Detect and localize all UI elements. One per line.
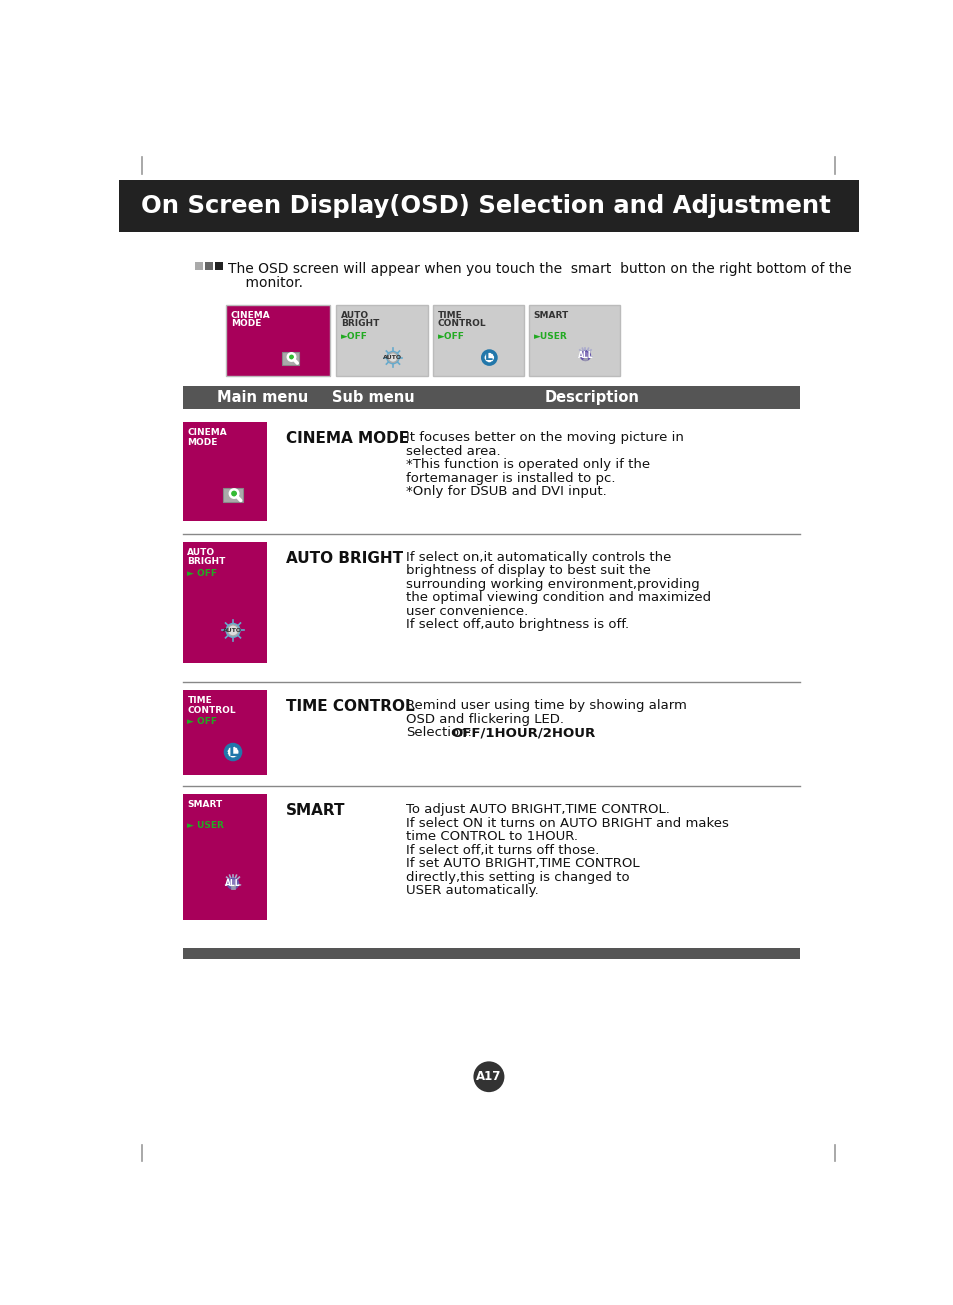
Bar xyxy=(226,305,330,376)
Text: MODE: MODE xyxy=(231,318,261,328)
Text: ►OFF: ►OFF xyxy=(340,333,368,341)
Circle shape xyxy=(483,352,495,363)
Bar xyxy=(215,262,223,270)
Text: TIME: TIME xyxy=(437,311,462,320)
Text: If select off,auto brightness is off.: If select off,auto brightness is off. xyxy=(406,619,628,632)
Text: OFF/1HOUR/2HOUR: OFF/1HOUR/2HOUR xyxy=(451,727,595,740)
Text: TIME: TIME xyxy=(187,697,212,706)
Bar xyxy=(223,488,243,502)
Text: If select off,it turns off those.: If select off,it turns off those. xyxy=(406,844,598,857)
Text: It focuses better on the moving picture in: It focuses better on the moving picture … xyxy=(406,432,683,445)
Text: Remind user using time by showing alarm: Remind user using time by showing alarm xyxy=(406,699,686,713)
Text: MODE: MODE xyxy=(187,437,217,446)
Text: ►OFF: ►OFF xyxy=(437,333,464,341)
Bar xyxy=(195,262,203,270)
Text: If select on,it automatically controls the: If select on,it automatically controls t… xyxy=(406,551,671,564)
Text: AUTO: AUTO xyxy=(187,548,215,557)
Text: ► OFF: ► OFF xyxy=(187,718,217,726)
Text: ►USER: ►USER xyxy=(534,333,567,341)
Text: *This function is operated only if the: *This function is operated only if the xyxy=(406,458,649,471)
Circle shape xyxy=(388,352,397,363)
Circle shape xyxy=(227,746,239,758)
Text: OSD and flickering LED.: OSD and flickering LED. xyxy=(406,713,563,726)
Circle shape xyxy=(482,351,496,364)
Text: To adjust AUTO BRIGHT,TIME CONTROL.: To adjust AUTO BRIGHT,TIME CONTROL. xyxy=(406,804,669,817)
Text: CINEMA MODE: CINEMA MODE xyxy=(286,432,409,446)
Bar xyxy=(281,352,299,364)
Text: AUTO: AUTO xyxy=(340,311,369,320)
Text: BRIGHT: BRIGHT xyxy=(340,318,379,328)
Text: On Screen Display(OSD) Selection and Adjustment: On Screen Display(OSD) Selection and Adj… xyxy=(141,194,830,218)
Text: TIME CONTROL: TIME CONTROL xyxy=(286,699,414,714)
Bar xyxy=(529,305,619,376)
Text: CONTROL: CONTROL xyxy=(187,706,235,715)
Bar xyxy=(183,542,266,663)
Text: user convenience.: user convenience. xyxy=(406,604,528,617)
Text: time CONTROL to 1HOUR.: time CONTROL to 1HOUR. xyxy=(406,830,578,843)
Text: CINEMA: CINEMA xyxy=(231,311,271,320)
Text: Description: Description xyxy=(544,390,639,405)
Text: brightness of display to best suit the: brightness of display to best suit the xyxy=(406,564,650,577)
Circle shape xyxy=(228,878,238,889)
Text: surrounding working environment,providing: surrounding working environment,providin… xyxy=(406,578,699,591)
Text: monitor.: monitor. xyxy=(228,275,302,290)
Text: SMART: SMART xyxy=(286,804,345,818)
Bar xyxy=(183,423,266,521)
Text: ► USER: ► USER xyxy=(187,821,224,830)
Text: CINEMA: CINEMA xyxy=(187,428,227,437)
Circle shape xyxy=(227,625,238,636)
Text: If select ON it turns on AUTO BRIGHT and makes: If select ON it turns on AUTO BRIGHT and… xyxy=(406,817,728,830)
Circle shape xyxy=(580,351,590,360)
Text: L: L xyxy=(228,744,237,760)
Circle shape xyxy=(473,1061,504,1092)
Bar xyxy=(183,690,266,775)
Text: AUTO BRIGHT: AUTO BRIGHT xyxy=(286,551,402,566)
Text: USER automatically.: USER automatically. xyxy=(406,885,538,898)
Bar xyxy=(183,386,799,410)
Text: Selection:: Selection: xyxy=(406,727,472,740)
Text: SMART: SMART xyxy=(534,311,569,320)
Bar xyxy=(183,949,799,959)
Bar xyxy=(433,305,523,376)
Text: CONTROL: CONTROL xyxy=(437,318,486,328)
Text: L: L xyxy=(485,351,493,364)
Text: SMART: SMART xyxy=(187,800,222,809)
Text: fortemanager is installed to pc.: fortemanager is installed to pc. xyxy=(406,472,615,485)
Text: Sub menu: Sub menu xyxy=(332,390,415,405)
Text: If set AUTO BRIGHT,TIME CONTROL: If set AUTO BRIGHT,TIME CONTROL xyxy=(406,857,639,870)
Text: ► OFF: ► OFF xyxy=(187,569,217,578)
Text: directly,this setting is changed to: directly,this setting is changed to xyxy=(406,870,629,883)
Text: A17: A17 xyxy=(476,1070,501,1083)
Text: *Only for DSUB and DVI input.: *Only for DSUB and DVI input. xyxy=(406,485,606,499)
Text: ALL: ALL xyxy=(225,880,240,887)
Bar xyxy=(205,262,213,270)
Text: the optimal viewing condition and maximized: the optimal viewing condition and maximi… xyxy=(406,591,710,604)
Text: Main menu: Main menu xyxy=(216,390,308,405)
Text: AUTO: AUTO xyxy=(383,355,402,360)
Text: BRIGHT: BRIGHT xyxy=(187,557,226,566)
Text: The OSD screen will appear when you touch the  smart  button on the right bottom: The OSD screen will appear when you touc… xyxy=(228,262,850,277)
Bar xyxy=(183,795,266,920)
Bar xyxy=(119,180,858,232)
Text: ALL: ALL xyxy=(577,351,593,360)
Text: AUTO: AUTO xyxy=(223,628,242,633)
Text: selected area.: selected area. xyxy=(406,445,500,458)
Bar xyxy=(335,305,427,376)
Circle shape xyxy=(225,744,241,760)
Circle shape xyxy=(230,489,238,497)
Circle shape xyxy=(288,354,294,360)
